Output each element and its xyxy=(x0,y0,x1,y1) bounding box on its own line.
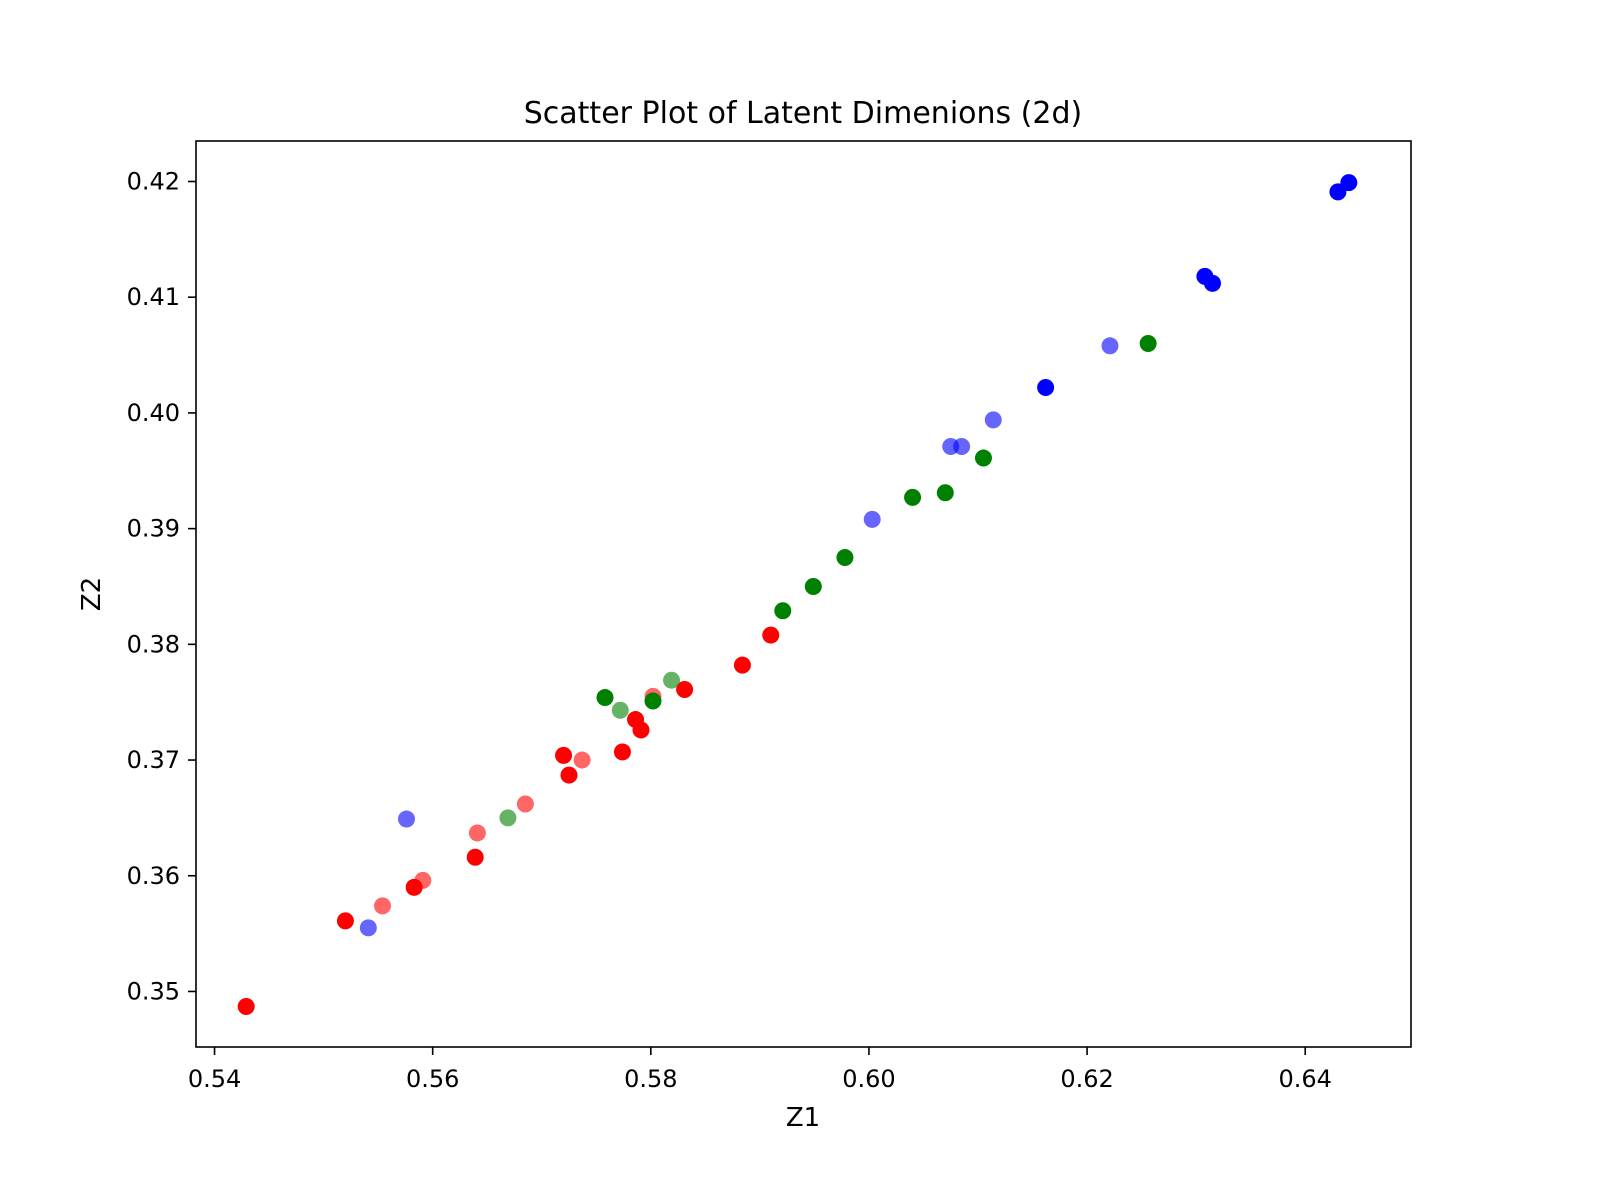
scatter-point xyxy=(560,766,578,784)
y-axis-label: Z2 xyxy=(77,577,107,611)
scatter-point xyxy=(468,824,486,842)
plot-frame xyxy=(195,140,1412,1048)
scatter-point xyxy=(374,897,392,915)
scatter-point xyxy=(1139,334,1157,352)
scatter-point xyxy=(613,743,631,761)
scatter-point xyxy=(611,701,629,719)
x-tick-label: 0.62 xyxy=(1060,1065,1113,1093)
x-axis: 0.54 0.56 0.58 0.60 0.62 0.64 xyxy=(188,1047,1332,1093)
scatter-point xyxy=(762,626,780,644)
scatter-point xyxy=(516,795,534,813)
scatter-point xyxy=(974,449,992,467)
scatter-point xyxy=(336,912,354,930)
scatter-point xyxy=(1203,274,1221,292)
scatter-point xyxy=(632,721,650,739)
scatter-point xyxy=(499,809,517,827)
y-tick-label: 0.40 xyxy=(127,399,180,427)
scatter-point xyxy=(676,680,694,698)
plot-area xyxy=(237,174,1358,1016)
y-tick-label: 0.38 xyxy=(127,630,180,658)
series-1 xyxy=(499,334,1157,827)
y-tick-label: 0.41 xyxy=(127,283,180,311)
y-tick-label: 0.39 xyxy=(127,515,180,543)
x-tick-label: 0.60 xyxy=(842,1065,895,1093)
scatter-point xyxy=(936,484,954,502)
scatter-point xyxy=(1340,174,1358,192)
scatter-point xyxy=(397,810,415,828)
series-2 xyxy=(359,174,1358,937)
chart-title: Scatter Plot of Latent Dimenions (2d) xyxy=(524,96,1082,131)
scatter-point xyxy=(573,751,591,769)
scatter-point xyxy=(555,746,573,764)
y-tick-label: 0.42 xyxy=(127,167,180,195)
scatter-point xyxy=(774,602,792,620)
scatter-point xyxy=(733,656,751,674)
x-tick-label: 0.64 xyxy=(1278,1065,1331,1093)
y-tick-label: 0.36 xyxy=(127,862,180,890)
y-tick-label: 0.35 xyxy=(127,977,180,1005)
scatter-point xyxy=(596,689,614,707)
scatter-point xyxy=(904,488,922,506)
scatter-point xyxy=(414,871,432,889)
scatter-point xyxy=(359,919,377,937)
scatter-point xyxy=(237,998,255,1016)
y-axis: 0.35 0.36 0.37 0.38 0.39 0.40 0.41 0.42 xyxy=(127,167,196,1005)
x-tick-label: 0.58 xyxy=(624,1065,677,1093)
y-tick-label: 0.37 xyxy=(127,746,180,774)
scatter-point xyxy=(663,671,681,689)
x-tick-label: 0.54 xyxy=(188,1065,241,1093)
scatter-point xyxy=(984,411,1002,429)
scatter-point xyxy=(863,510,881,528)
scatter-point xyxy=(1101,337,1119,355)
scatter-point xyxy=(804,577,822,595)
scatter-point xyxy=(1037,378,1055,396)
scatter-point xyxy=(466,848,484,866)
x-tick-label: 0.56 xyxy=(406,1065,459,1093)
scatter-point xyxy=(644,692,662,710)
scatter-point xyxy=(953,437,971,455)
x-axis-label: Z1 xyxy=(786,1103,820,1133)
scatter-point xyxy=(836,549,854,567)
